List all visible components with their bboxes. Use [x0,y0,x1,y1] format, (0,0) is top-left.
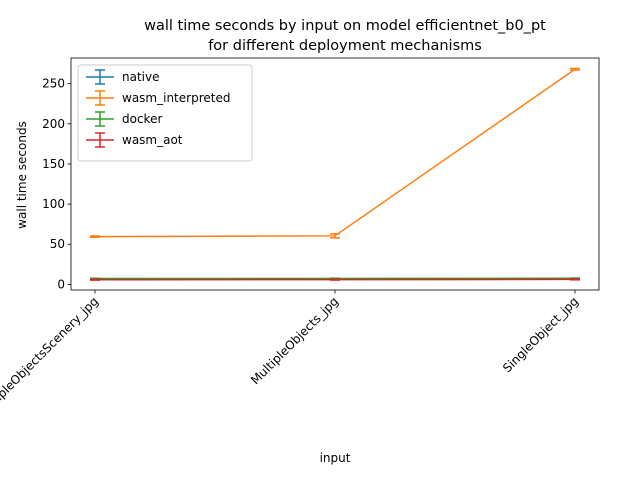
y-tick-label: 50 [50,237,65,251]
series-wasm_aot [90,278,580,281]
y-axis-label: wall time seconds [15,121,29,229]
x-tick-label: MultipleObjectsScenery_jpg [0,294,101,421]
chart-title-line-1: wall time seconds by input on model effi… [144,18,546,34]
series-layer [90,67,580,281]
legend-label: wasm_aot [122,133,183,147]
legend-frame [77,64,253,162]
x-tick-label: MultipleObjects_jpg [248,294,341,387]
x-axis-label: input [320,451,351,465]
series-wasm_interpreted [90,67,580,239]
y-axis: 0 50 100 150 200 250 [42,77,71,291]
legend-label: docker [122,112,162,126]
y-tick-label: 0 [57,277,65,291]
legend-label: wasm_interpreted [122,91,230,105]
y-tick-label: 200 [42,117,65,131]
legend-label: native [122,70,159,84]
y-tick-label: 100 [42,197,65,211]
y-tick-label: 250 [42,77,65,91]
x-tick-label: SingleObject_jpg [500,294,581,375]
chart-title-line-2: for different deployment mechanisms [208,38,482,54]
x-axis: MultipleObjectsScenery_jpg MultipleObject… [0,290,581,422]
y-tick-label: 150 [42,157,65,171]
